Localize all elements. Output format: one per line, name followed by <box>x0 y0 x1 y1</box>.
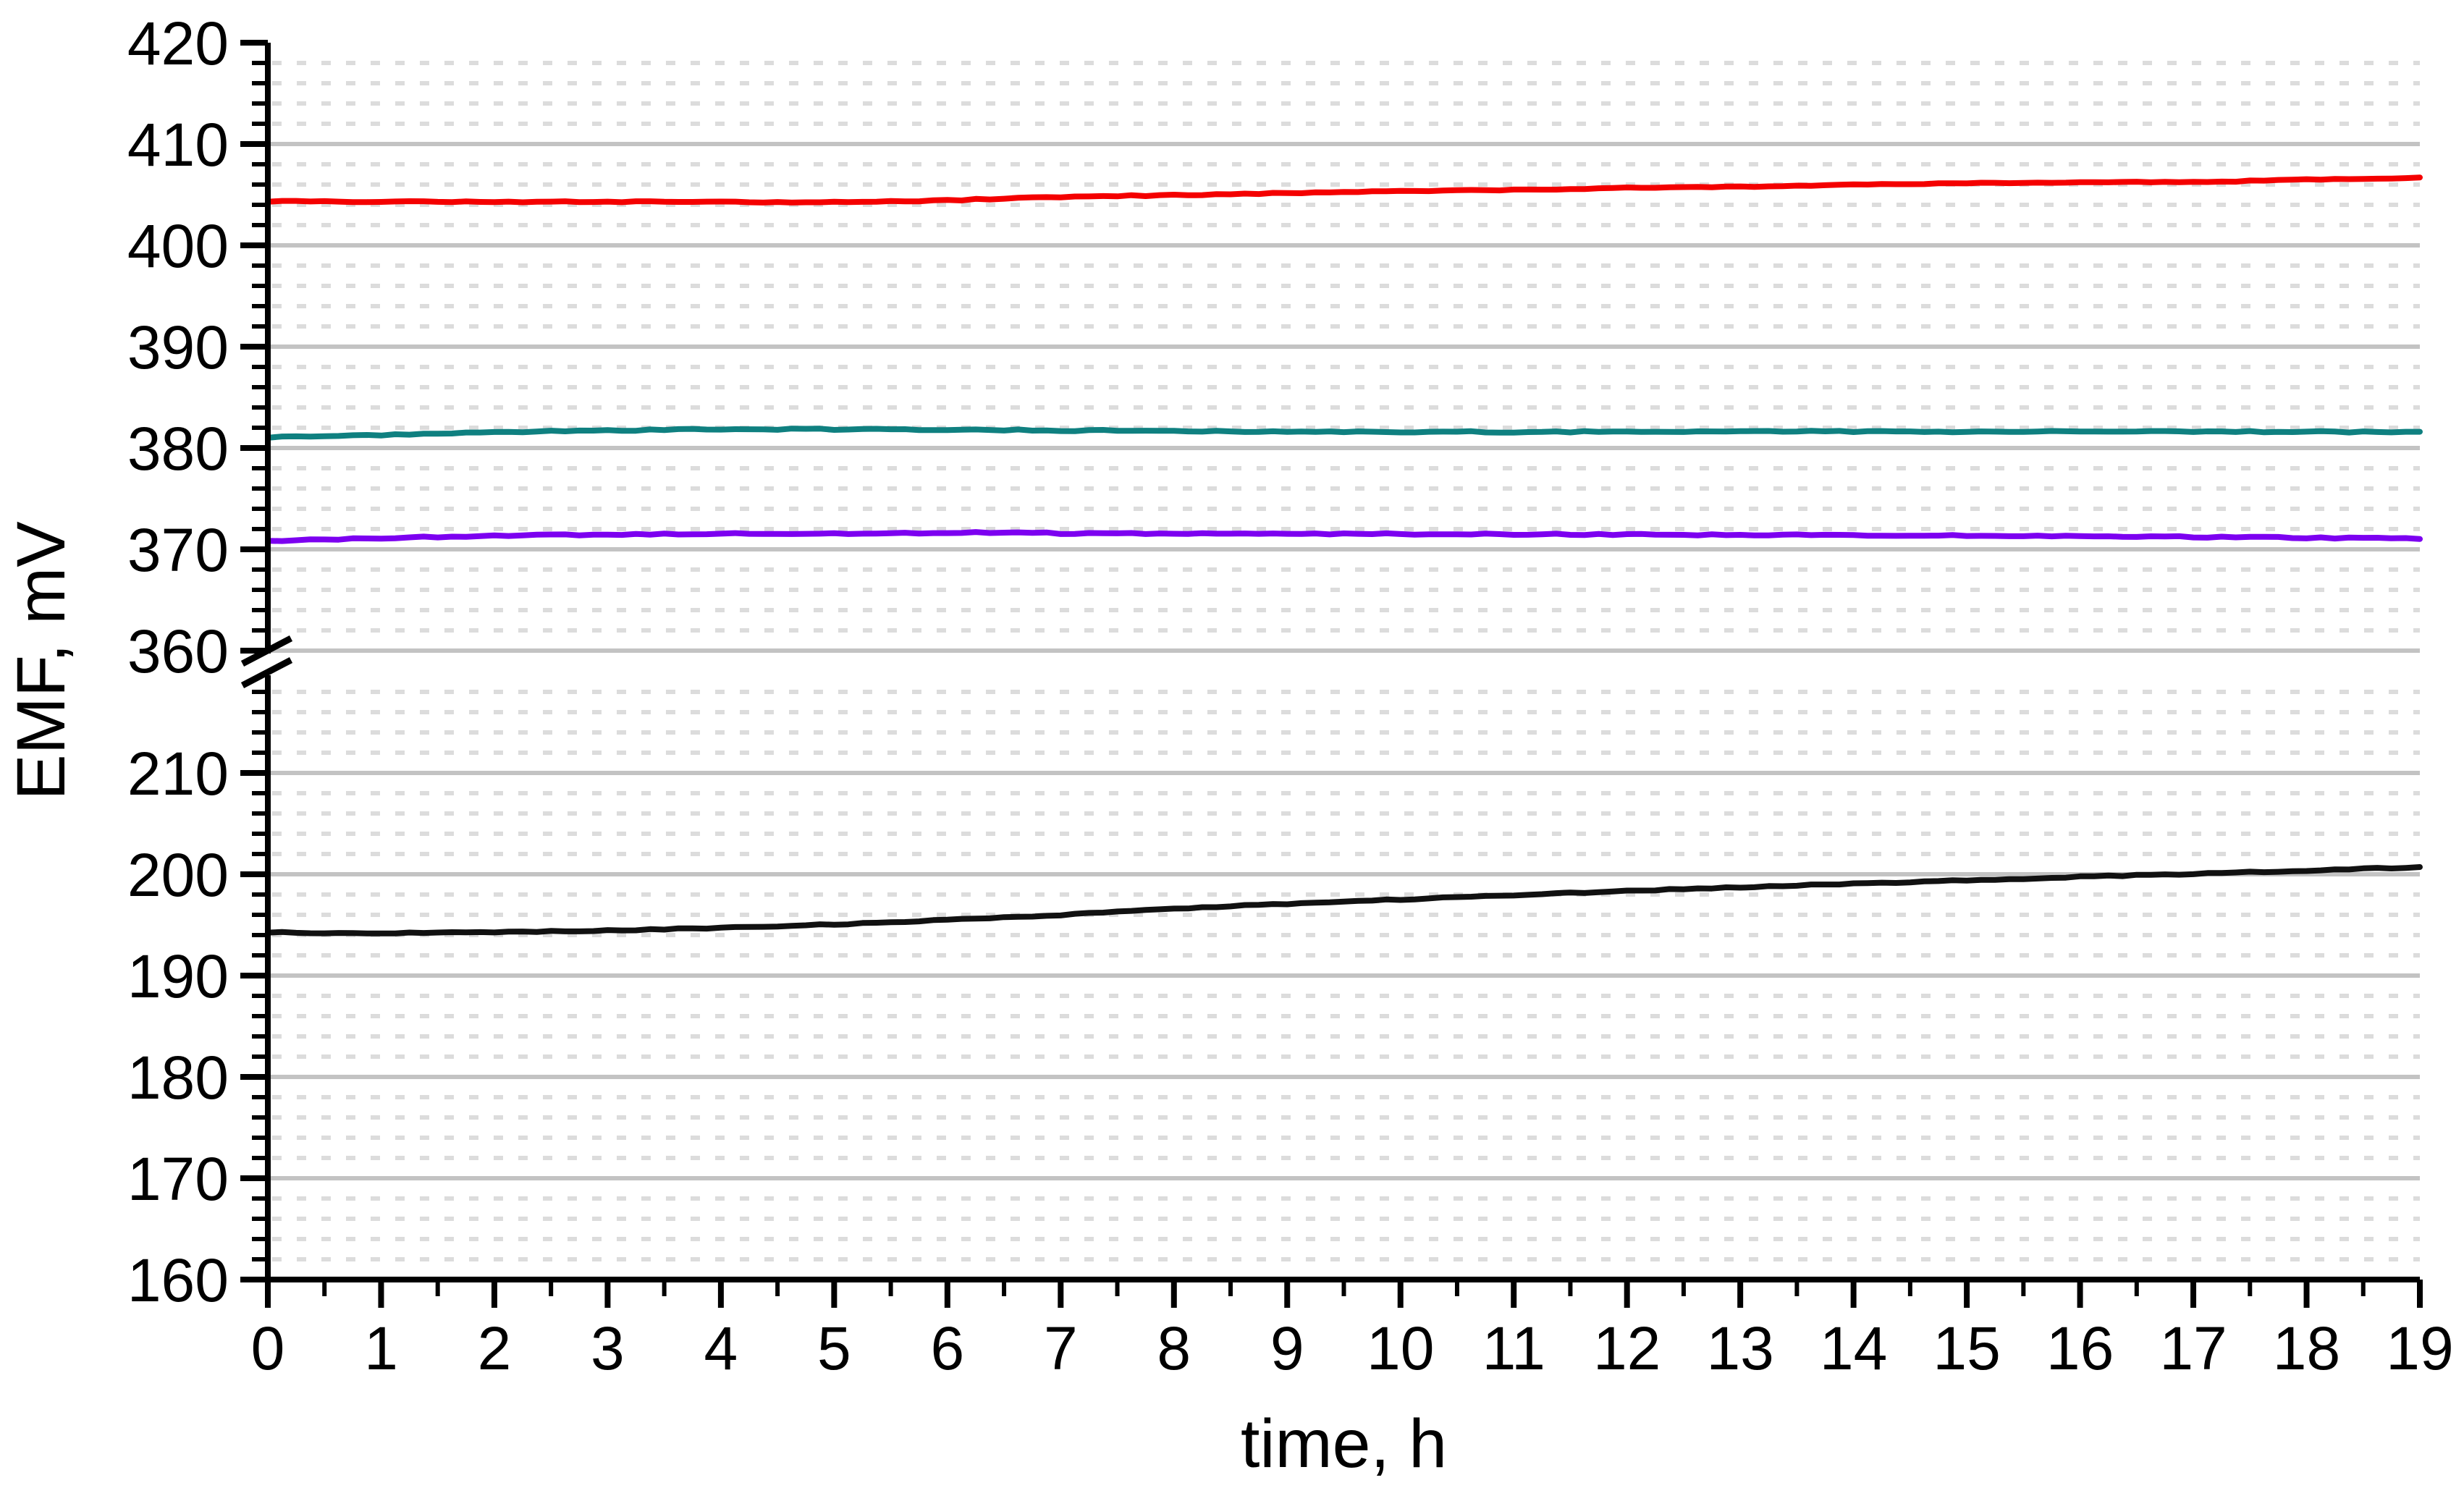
x-tick-label: 10 <box>1367 1314 1434 1382</box>
y-tick-label: 160 <box>127 1246 229 1314</box>
y-tick-label: 180 <box>127 1044 229 1112</box>
series-line-black <box>265 864 2423 937</box>
y-tick-label: 390 <box>127 313 229 381</box>
x-tick-label: 15 <box>1933 1314 2000 1382</box>
x-tick-label: 4 <box>704 1314 738 1382</box>
y-tick-label: 370 <box>127 516 229 584</box>
x-tick-label: 11 <box>1482 1314 1545 1382</box>
axes <box>240 43 2420 1282</box>
y-tick-label: 410 <box>127 111 229 179</box>
y-tick-label: 380 <box>127 415 229 483</box>
x-tick-label: 8 <box>1157 1314 1191 1382</box>
y-tick-label: 210 <box>127 740 229 808</box>
series-line-teal <box>265 426 2423 441</box>
x-tick-label: 5 <box>817 1314 851 1382</box>
axis-break-slash-lower <box>240 657 293 688</box>
y-tick-label: 190 <box>127 942 229 1010</box>
x-tick-label: 14 <box>1820 1314 1887 1382</box>
y-axis-title: EMF, mV <box>3 521 80 800</box>
x-tick-label: 12 <box>1593 1314 1661 1382</box>
y-tick-label: 420 <box>127 9 229 77</box>
x-tick-label: 13 <box>1706 1314 1773 1382</box>
y-tick-label: 360 <box>127 617 229 685</box>
x-tick-label: 2 <box>478 1314 512 1382</box>
x-tick-label: 19 <box>2386 1314 2453 1382</box>
tick-labels: 4204104003903803703602102001901801701600… <box>127 9 2454 1382</box>
data-series <box>265 174 2423 937</box>
y-tick-label: 400 <box>127 212 229 280</box>
x-axis-title: time, h <box>1240 1405 1448 1482</box>
y-tick-label: 200 <box>127 841 229 909</box>
series-line-violet <box>265 529 2423 544</box>
axis-ticks <box>240 40 2423 1308</box>
series-line-red <box>265 174 2423 206</box>
x-tick-label: 0 <box>251 1314 285 1382</box>
major-gridlines <box>268 142 2420 1180</box>
x-tick-label: 9 <box>1270 1314 1304 1382</box>
x-tick-label: 7 <box>1044 1314 1078 1382</box>
x-tick-label: 16 <box>2046 1314 2114 1382</box>
x-tick-label: 17 <box>2159 1314 2227 1382</box>
x-tick-label: 3 <box>591 1314 625 1382</box>
x-tick-label: 1 <box>364 1314 398 1382</box>
x-tick-label: 6 <box>930 1314 964 1382</box>
minor-gridlines <box>272 61 2420 1261</box>
x-tick-label: 18 <box>2273 1314 2340 1382</box>
y-tick-label: 170 <box>127 1145 229 1213</box>
